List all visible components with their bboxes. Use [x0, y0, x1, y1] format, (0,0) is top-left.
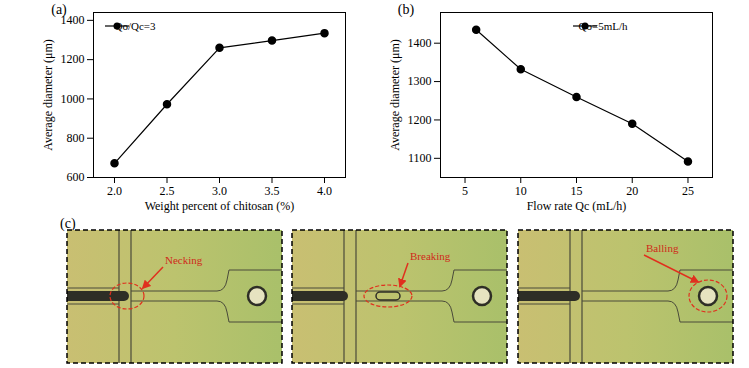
- svg-text:Qo=5mL/h: Qo=5mL/h: [579, 20, 628, 32]
- svg-text:5: 5: [462, 184, 468, 198]
- svg-text:Necking: Necking: [165, 254, 203, 266]
- svg-text:Average diameter (μm): Average diameter (μm): [388, 39, 402, 151]
- svg-text:(b): (b): [398, 2, 415, 18]
- svg-text:1400: 1400: [408, 36, 432, 50]
- svg-text:600: 600: [67, 170, 85, 184]
- svg-text:3.5: 3.5: [265, 184, 280, 198]
- svg-text:Flow rate Qc (mL/h): Flow rate Qc (mL/h): [527, 199, 627, 213]
- svg-text:800: 800: [67, 131, 85, 145]
- svg-text:1200: 1200: [408, 113, 432, 127]
- svg-text:3.0: 3.0: [212, 184, 227, 198]
- svg-text:(a): (a): [51, 2, 67, 18]
- svg-text:Average diameter (μm): Average diameter (μm): [41, 39, 55, 151]
- svg-text:Breaking: Breaking: [410, 250, 451, 262]
- svg-text:Weight percent of chitosan (%): Weight percent of chitosan (%): [145, 199, 295, 213]
- svg-text:1200: 1200: [61, 52, 85, 66]
- svg-text:(c): (c): [60, 216, 76, 231]
- svg-text:10: 10: [515, 184, 527, 198]
- svg-text:1400: 1400: [60, 13, 85, 28]
- svg-text:20: 20: [626, 184, 638, 198]
- svg-text:Balling: Balling: [646, 242, 679, 254]
- svg-text:2.0: 2.0: [107, 184, 122, 198]
- svg-text:Qo/Qc=3: Qo/Qc=3: [114, 20, 156, 32]
- svg-text:4.0: 4.0: [317, 184, 332, 198]
- svg-text:1300: 1300: [408, 74, 432, 88]
- svg-text:15: 15: [571, 184, 583, 198]
- svg-text:1000: 1000: [61, 92, 85, 106]
- svg-text:25: 25: [682, 184, 694, 198]
- svg-text:2.5: 2.5: [160, 184, 175, 198]
- svg-text:1100: 1100: [408, 151, 432, 165]
